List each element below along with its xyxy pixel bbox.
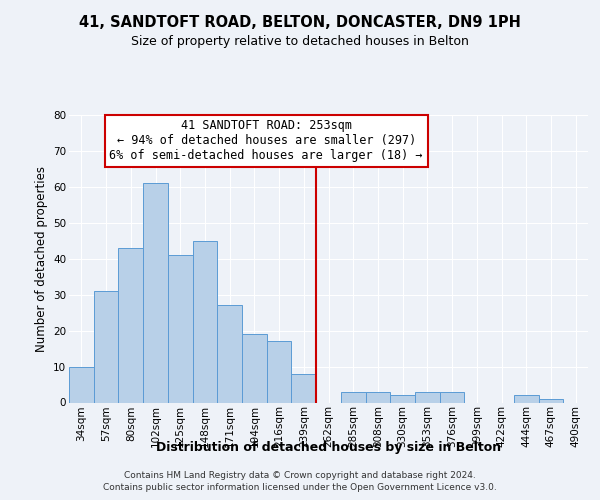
- Bar: [217, 306, 242, 402]
- Bar: [292, 374, 316, 402]
- Bar: [341, 392, 365, 402]
- Text: 41 SANDTOFT ROAD: 253sqm
← 94% of detached houses are smaller (297)
6% of semi-d: 41 SANDTOFT ROAD: 253sqm ← 94% of detach…: [109, 120, 423, 162]
- Y-axis label: Number of detached properties: Number of detached properties: [35, 166, 47, 352]
- Bar: [539, 399, 563, 402]
- Bar: [118, 248, 143, 402]
- Bar: [193, 241, 217, 402]
- Bar: [415, 392, 440, 402]
- Bar: [514, 396, 539, 402]
- Bar: [390, 396, 415, 402]
- Bar: [242, 334, 267, 402]
- Bar: [168, 255, 193, 402]
- Text: Contains public sector information licensed under the Open Government Licence v3: Contains public sector information licen…: [103, 483, 497, 492]
- Bar: [267, 342, 292, 402]
- Text: Distribution of detached houses by size in Belton: Distribution of detached houses by size …: [156, 441, 502, 454]
- Text: Contains HM Land Registry data © Crown copyright and database right 2024.: Contains HM Land Registry data © Crown c…: [124, 472, 476, 480]
- Bar: [69, 366, 94, 402]
- Bar: [143, 184, 168, 402]
- Bar: [365, 392, 390, 402]
- Bar: [94, 291, 118, 403]
- Text: 41, SANDTOFT ROAD, BELTON, DONCASTER, DN9 1PH: 41, SANDTOFT ROAD, BELTON, DONCASTER, DN…: [79, 15, 521, 30]
- Text: Size of property relative to detached houses in Belton: Size of property relative to detached ho…: [131, 34, 469, 48]
- Bar: [440, 392, 464, 402]
